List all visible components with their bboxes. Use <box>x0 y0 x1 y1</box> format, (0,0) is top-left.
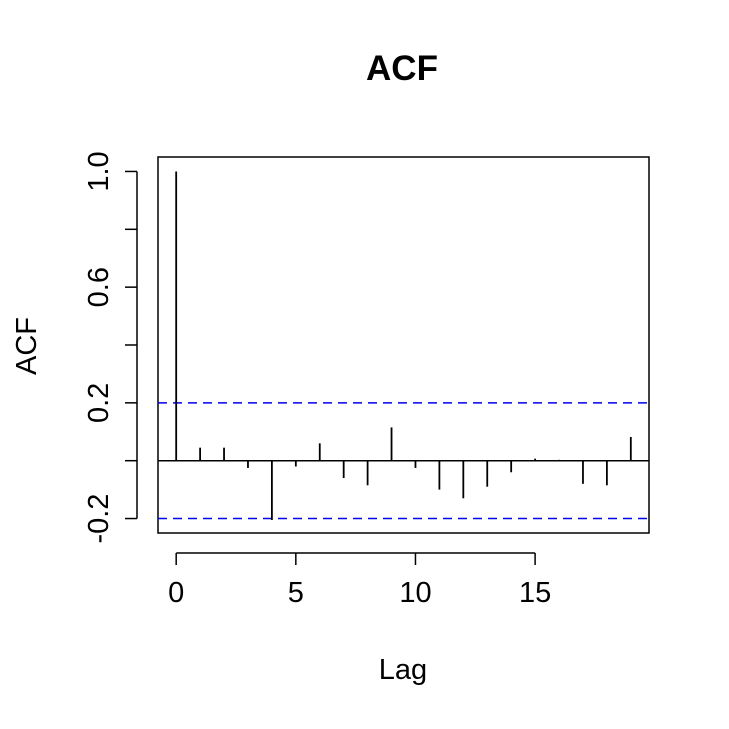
y-tick-label: 1.0 <box>83 151 115 191</box>
y-tick-label: -0.2 <box>83 494 115 544</box>
x-tick-label: 10 <box>399 577 431 609</box>
chart-title: ACF <box>366 49 438 88</box>
y-tick-label: 0.6 <box>83 267 115 307</box>
x-tick-label: 0 <box>168 577 184 609</box>
plot-box <box>157 156 650 534</box>
y-axis-label: ACF <box>11 317 43 375</box>
y-tick-label: 0.2 <box>83 383 115 423</box>
x-tick-label: 15 <box>519 577 551 609</box>
chart-marks: 0 5 10 15 -0.2 0.2 0.6 1.0 <box>83 151 650 609</box>
x-tick-label: 5 <box>288 577 304 609</box>
x-axis-label: Lag <box>379 654 427 686</box>
